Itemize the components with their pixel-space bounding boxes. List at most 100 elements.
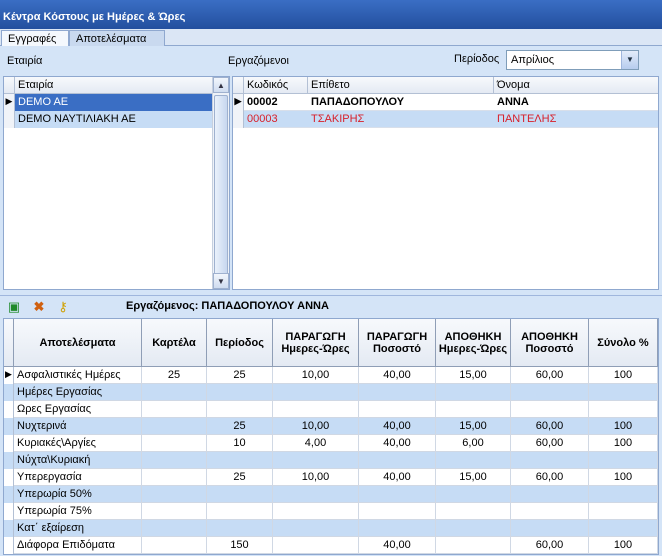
company-name[interactable]: DEMO AE bbox=[15, 94, 212, 111]
results-row[interactable]: Νυχτερινά 25 10,00 40,00 15,00 60,00 100 bbox=[4, 418, 658, 435]
results-cell[interactable]: 40,00 bbox=[359, 418, 436, 435]
results-cell[interactable] bbox=[436, 384, 511, 401]
results-cell[interactable]: 60,00 bbox=[511, 418, 589, 435]
results-cell[interactable]: 25 bbox=[207, 367, 273, 384]
results-cell[interactable]: 100 bbox=[589, 537, 658, 554]
results-cell[interactable] bbox=[207, 452, 273, 469]
results-cell[interactable] bbox=[273, 503, 359, 520]
results-cell[interactable] bbox=[589, 486, 658, 503]
results-cell[interactable] bbox=[589, 520, 658, 537]
results-cell[interactable]: 10,00 bbox=[273, 418, 359, 435]
results-cell[interactable] bbox=[511, 401, 589, 418]
results-cell[interactable] bbox=[207, 486, 273, 503]
results-cell[interactable] bbox=[142, 503, 207, 520]
results-cell[interactable] bbox=[142, 452, 207, 469]
results-row[interactable]: Διάφορα Επιδόματα 150 40,00 60,00 100 bbox=[4, 537, 658, 554]
results-cell[interactable]: Ασφαλιστικές Ημέρες bbox=[14, 367, 142, 384]
employee-name[interactable]: ΑΝΝΑ bbox=[497, 96, 529, 108]
results-cell[interactable] bbox=[511, 384, 589, 401]
results-cell[interactable]: 25 bbox=[207, 469, 273, 486]
results-cell[interactable] bbox=[142, 401, 207, 418]
results-cell[interactable]: Κυριακές\Αργίες bbox=[14, 435, 142, 452]
results-cell[interactable] bbox=[436, 452, 511, 469]
chevron-down-icon[interactable]: ▼ bbox=[213, 273, 229, 289]
results-cell[interactable]: 15,00 bbox=[436, 367, 511, 384]
scroll-thumb[interactable] bbox=[214, 95, 228, 289]
results-cell[interactable] bbox=[142, 435, 207, 452]
results-row[interactable]: Κυριακές\Αργίες 10 4,00 40,00 6,00 60,00 100 bbox=[4, 435, 658, 452]
company-row[interactable]: DEMO ΝΑΥΤΙΛΙΑΚΗ ΑΕ bbox=[4, 111, 214, 128]
delete-icon[interactable]: ✖ bbox=[33, 299, 45, 314]
results-cell[interactable] bbox=[142, 469, 207, 486]
results-cell[interactable]: 100 bbox=[589, 469, 658, 486]
results-cell[interactable] bbox=[436, 486, 511, 503]
results-cell[interactable]: 6,00 bbox=[436, 435, 511, 452]
results-cell[interactable]: 4,00 bbox=[273, 435, 359, 452]
results-cell[interactable] bbox=[589, 503, 658, 520]
employee-name[interactable]: ΠΑΝΤΕΛΗΣ bbox=[497, 113, 557, 125]
results-cell[interactable] bbox=[142, 418, 207, 435]
results-cell[interactable] bbox=[207, 503, 273, 520]
results-cell[interactable] bbox=[207, 401, 273, 418]
results-cell[interactable]: Υπερωρία 75% bbox=[14, 503, 142, 520]
results-cell[interactable] bbox=[511, 452, 589, 469]
results-cell[interactable]: 60,00 bbox=[511, 435, 589, 452]
chevron-up-icon[interactable]: ▲ bbox=[213, 77, 229, 93]
results-cell[interactable]: 40,00 bbox=[359, 435, 436, 452]
key-icon[interactable]: ⚷ bbox=[58, 299, 68, 314]
results-cell[interactable]: 25 bbox=[142, 367, 207, 384]
results-cell[interactable]: Νύχτα\Κυριακή bbox=[14, 452, 142, 469]
results-cell[interactable] bbox=[273, 452, 359, 469]
results-row[interactable]: Ημέρες Εργασίας bbox=[4, 384, 658, 401]
results-cell[interactable] bbox=[359, 384, 436, 401]
results-row[interactable]: Υπερωρία 75% bbox=[4, 503, 658, 520]
results-cell[interactable] bbox=[142, 520, 207, 537]
save-icon[interactable]: ▣ bbox=[7, 299, 21, 314]
results-cell[interactable] bbox=[511, 503, 589, 520]
results-cell[interactable] bbox=[273, 520, 359, 537]
results-cell[interactable] bbox=[589, 401, 658, 418]
results-cell[interactable] bbox=[436, 520, 511, 537]
results-cell[interactable]: Υπερεργασία bbox=[14, 469, 142, 486]
results-cell[interactable]: 150 bbox=[207, 537, 273, 554]
employee-row[interactable]: 00003 ΤΣΑΚΙΡΗΣ ΠΑΝΤΕΛΗΣ bbox=[233, 111, 658, 128]
results-cell[interactable]: 25 bbox=[207, 418, 273, 435]
results-row[interactable]: Υπερωρία 50% bbox=[4, 486, 658, 503]
companies-scrollbar[interactable]: ▲ ▼ bbox=[212, 77, 229, 289]
results-cell[interactable]: 15,00 bbox=[436, 469, 511, 486]
employee-surname[interactable]: ΤΣΑΚΙΡΗΣ bbox=[311, 113, 365, 125]
results-cell[interactable]: 10,00 bbox=[273, 367, 359, 384]
results-row[interactable]: Υπερεργασία 25 10,00 40,00 15,00 60,00 100 bbox=[4, 469, 658, 486]
results-cell[interactable]: Νυχτερινά bbox=[14, 418, 142, 435]
results-cell[interactable] bbox=[273, 486, 359, 503]
results-cell[interactable]: 100 bbox=[589, 367, 658, 384]
results-cell[interactable] bbox=[589, 452, 658, 469]
results-cell[interactable]: Ωρες Εργασίας bbox=[14, 401, 142, 418]
results-cell[interactable] bbox=[207, 384, 273, 401]
period-select[interactable]: Απρίλιος ▼ bbox=[506, 50, 639, 70]
results-cell[interactable] bbox=[359, 520, 436, 537]
company-row[interactable]: ▶ DEMO AE bbox=[4, 94, 214, 111]
results-cell[interactable] bbox=[273, 384, 359, 401]
employee-code[interactable]: 00002 bbox=[247, 96, 278, 108]
results-cell[interactable]: 60,00 bbox=[511, 367, 589, 384]
results-cell[interactable] bbox=[436, 537, 511, 554]
results-cell[interactable]: Υπερωρία 50% bbox=[14, 486, 142, 503]
results-cell[interactable] bbox=[359, 401, 436, 418]
results-cell[interactable] bbox=[589, 384, 658, 401]
tab-entries[interactable]: Εγγραφές bbox=[1, 30, 69, 46]
employee-code[interactable]: 00003 bbox=[247, 113, 278, 125]
results-cell[interactable]: 40,00 bbox=[359, 537, 436, 554]
results-cell[interactable]: 60,00 bbox=[511, 469, 589, 486]
results-row[interactable]: Κατ΄ εξαίρεση bbox=[4, 520, 658, 537]
results-cell[interactable]: Διάφορα Επιδόματα bbox=[14, 537, 142, 554]
results-cell[interactable]: 40,00 bbox=[359, 469, 436, 486]
results-cell[interactable]: 10 bbox=[207, 435, 273, 452]
company-name[interactable]: DEMO ΝΑΥΤΙΛΙΑΚΗ ΑΕ bbox=[15, 111, 212, 128]
results-cell[interactable]: 15,00 bbox=[436, 418, 511, 435]
results-cell[interactable] bbox=[436, 401, 511, 418]
results-cell[interactable] bbox=[207, 520, 273, 537]
results-cell[interactable] bbox=[273, 401, 359, 418]
employee-row[interactable]: ▶ 00002 ΠΑΠΑΔΟΠΟΥΛΟΥ ΑΝΝΑ bbox=[233, 94, 658, 111]
results-cell[interactable]: Ημέρες Εργασίας bbox=[14, 384, 142, 401]
